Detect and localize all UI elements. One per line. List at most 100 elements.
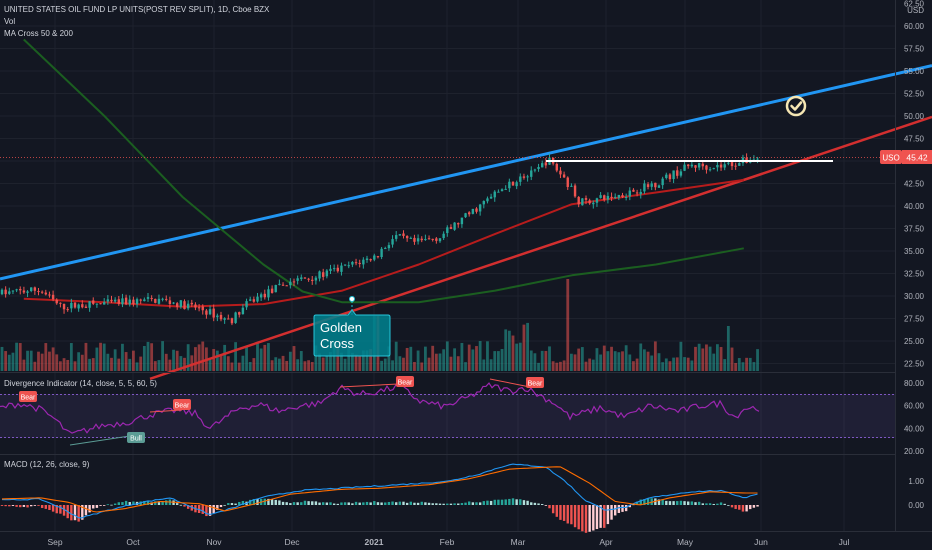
volume-bar — [730, 347, 734, 371]
volume-bar — [580, 347, 584, 371]
volume-bar — [190, 355, 194, 371]
volume-bar — [584, 361, 588, 371]
volume-bar — [588, 358, 592, 371]
volume-bar — [610, 346, 613, 371]
price-axis[interactable]: 65.0062.5060.0057.5055.0052.5050.0047.50… — [904, 0, 925, 369]
macd-histogram-bar — [270, 499, 274, 505]
volume-bar — [212, 349, 216, 371]
volume-bar — [84, 342, 88, 371]
volume-bar — [511, 335, 515, 371]
macd-histogram-bar — [161, 501, 164, 505]
candle-body — [697, 163, 701, 168]
volume-bar — [102, 343, 106, 371]
candle-body — [719, 164, 723, 168]
golden-cross-callout[interactable]: Golden Cross — [313, 296, 391, 357]
candle-body — [468, 212, 471, 215]
candle-body — [405, 235, 409, 239]
macd-histogram-bar — [511, 498, 515, 505]
volume-bar — [478, 341, 482, 371]
volume-bar — [690, 360, 694, 371]
macd-histogram-bar — [19, 505, 22, 508]
macd-histogram-bar — [712, 503, 715, 505]
macd-histogram-bar — [588, 505, 591, 532]
macd-histogram-bar — [307, 501, 310, 505]
macd-histogram-bar — [219, 505, 223, 508]
volume-bar — [551, 361, 555, 371]
divergence-line — [0, 382, 760, 434]
macd-histogram-bar — [438, 503, 442, 505]
macd-histogram-bar — [420, 501, 423, 505]
candle-body — [84, 306, 88, 309]
macd-histogram-bar — [88, 505, 91, 513]
candle-body — [435, 238, 438, 241]
candle-body — [690, 164, 694, 167]
macd-histogram-bar — [387, 501, 391, 505]
macd-histogram-bar — [486, 500, 489, 505]
macd-histogram-bar — [668, 501, 672, 505]
candle-body — [599, 195, 602, 198]
volume-bar — [299, 351, 303, 371]
volume-bar — [369, 349, 373, 371]
candle-body — [194, 304, 197, 308]
divergence-badge — [526, 377, 544, 388]
volume-bar — [267, 343, 270, 371]
macd-histogram-bar — [413, 502, 416, 505]
macd-histogram-bar — [749, 505, 752, 510]
macd-histogram-bar — [347, 502, 350, 505]
volume-bar — [29, 350, 33, 371]
check-circle-icon[interactable] — [785, 95, 807, 117]
volume-bar — [281, 355, 285, 371]
volume-bar — [88, 358, 91, 371]
macd-histogram-bar — [657, 499, 661, 505]
macd-histogram-bar — [716, 503, 719, 505]
volume-bar — [518, 342, 522, 371]
candle-body — [610, 196, 613, 198]
volume-bar — [270, 360, 274, 371]
volume-bar — [653, 341, 657, 371]
volume-bar — [756, 349, 759, 371]
macd-histogram-bar — [701, 503, 704, 505]
macd-histogram-bar — [424, 502, 427, 505]
volume-bar — [507, 330, 511, 371]
volume-bar — [602, 345, 606, 371]
ma50-line — [23, 178, 744, 308]
candlesticks — [0, 153, 759, 326]
last-price-marker: USO 45.42 — [0, 150, 932, 164]
candle-body — [391, 239, 394, 245]
candle-body — [749, 161, 752, 163]
volume-bar — [252, 358, 256, 371]
candle-body — [712, 168, 715, 170]
candle-body — [431, 238, 434, 240]
volume-bar — [632, 361, 635, 371]
volume-bar — [51, 347, 55, 371]
price-tick: 60.00 — [904, 22, 925, 31]
macd-histogram-bar — [482, 501, 485, 505]
macd-histogram-bar — [84, 505, 88, 516]
macd-histogram-bar — [449, 503, 453, 505]
volume-bar — [248, 362, 252, 371]
candle-body — [617, 194, 621, 198]
macd-histogram-bar — [464, 502, 467, 505]
candle-body — [150, 297, 153, 299]
volume-bar — [635, 358, 639, 371]
volume-bar — [201, 341, 205, 371]
macd-histogram-bar — [106, 504, 110, 506]
macd-histogram-bar — [234, 503, 237, 505]
volume-bar — [650, 355, 654, 371]
candle-body — [186, 303, 190, 309]
currency-label: USD — [907, 6, 924, 15]
price-tick: 55.00 — [904, 67, 925, 76]
time-tick: Jun — [754, 537, 768, 547]
macd-histogram-bar — [73, 505, 77, 521]
volume-bar — [526, 322, 529, 371]
callout-line-1: Golden — [320, 320, 362, 335]
time-axis[interactable]: Sep Oct Nov Dec 2021 Feb Mar Apr May Jun Jul — [47, 537, 849, 547]
macd-histogram-bar — [745, 505, 748, 512]
candle-body — [161, 298, 164, 300]
candle-body — [157, 298, 161, 304]
macd-histogram-bar — [77, 505, 80, 522]
macd-histogram-bar — [530, 502, 533, 505]
macd-histogram-bar — [99, 505, 102, 506]
volume-bar — [259, 348, 263, 371]
